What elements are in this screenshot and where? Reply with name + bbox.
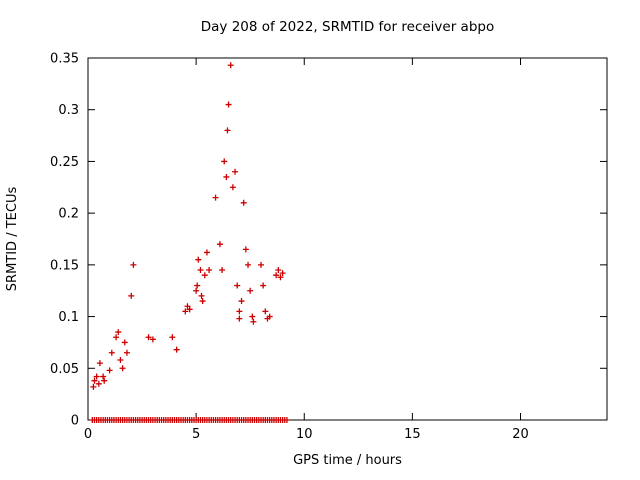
y-tick-label: 0.1 — [58, 310, 79, 325]
chart-title: Day 208 of 2022, SRMTID for receiver abp… — [201, 19, 494, 35]
y-axis-label: SRMTID / TECUs — [5, 187, 20, 292]
plot-border — [87, 57, 608, 421]
y-tick-label: 0.25 — [50, 155, 79, 170]
y-tick-label: 0.35 — [50, 52, 79, 67]
x-tick-label: 10 — [296, 427, 313, 442]
x-tick-label: 0 — [84, 427, 92, 442]
x-axis-label: GPS time / hours — [293, 453, 402, 468]
y-tick-label: 0.05 — [50, 362, 79, 377]
y-tick-label: 0.3 — [58, 103, 79, 118]
x-tick-label: 20 — [512, 427, 529, 442]
data-points — [89, 62, 290, 423]
y-tick-label: 0.2 — [58, 207, 79, 222]
y-tick-label: 0.15 — [50, 258, 79, 273]
x-tick-label: 5 — [192, 427, 200, 442]
y-tick-label: 0 — [71, 414, 79, 429]
x-tick-label: 15 — [404, 427, 421, 442]
